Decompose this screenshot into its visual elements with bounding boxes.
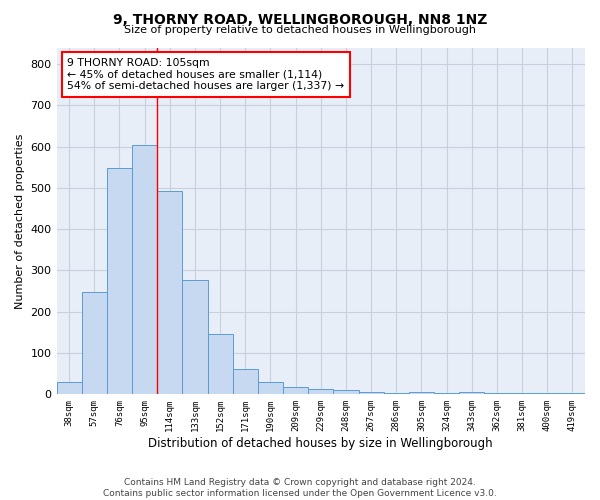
Bar bbox=[132, 144, 157, 394]
Bar bbox=[308, 389, 334, 394]
Text: 9 THORNY ROAD: 105sqm
← 45% of detached houses are smaller (1,114)
54% of semi-d: 9 THORNY ROAD: 105sqm ← 45% of detached … bbox=[67, 58, 344, 91]
Bar bbox=[535, 393, 560, 394]
Bar bbox=[157, 191, 182, 394]
Bar bbox=[409, 392, 434, 394]
Bar bbox=[283, 387, 308, 394]
Bar bbox=[56, 382, 82, 394]
Bar bbox=[459, 392, 484, 394]
Bar bbox=[560, 393, 585, 394]
Bar bbox=[434, 393, 459, 394]
Bar bbox=[208, 334, 233, 394]
X-axis label: Distribution of detached houses by size in Wellingborough: Distribution of detached houses by size … bbox=[148, 437, 493, 450]
Bar bbox=[334, 390, 359, 394]
Bar bbox=[107, 168, 132, 394]
Bar bbox=[258, 382, 283, 394]
Bar bbox=[359, 392, 383, 394]
Text: Size of property relative to detached houses in Wellingborough: Size of property relative to detached ho… bbox=[124, 25, 476, 35]
Bar bbox=[383, 392, 409, 394]
Bar bbox=[82, 292, 107, 394]
Y-axis label: Number of detached properties: Number of detached properties bbox=[15, 133, 25, 308]
Bar bbox=[233, 368, 258, 394]
Text: Contains HM Land Registry data © Crown copyright and database right 2024.
Contai: Contains HM Land Registry data © Crown c… bbox=[103, 478, 497, 498]
Bar bbox=[182, 280, 208, 394]
Bar bbox=[484, 393, 509, 394]
Bar bbox=[509, 393, 535, 394]
Text: 9, THORNY ROAD, WELLINGBOROUGH, NN8 1NZ: 9, THORNY ROAD, WELLINGBOROUGH, NN8 1NZ bbox=[113, 12, 487, 26]
